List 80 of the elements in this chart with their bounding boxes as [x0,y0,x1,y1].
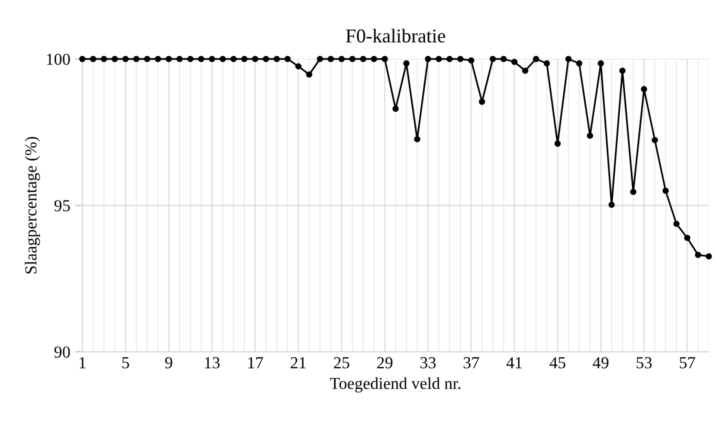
point [328,56,334,62]
x-tick-label: 5 [122,357,130,368]
x-tick-label: 57 [680,357,696,368]
point [619,68,626,74]
x-tick-label: 9 [165,357,172,368]
point [640,86,648,92]
point [684,234,690,242]
point [90,56,96,62]
chart-title: F0-kalibratie [346,28,446,43]
point [554,140,561,147]
point [144,56,150,62]
point [457,56,464,62]
point [468,57,474,64]
point [576,60,582,67]
point [511,58,518,66]
point [262,56,270,62]
point [532,56,540,62]
point [490,56,496,62]
y-tick-label: 100 [47,54,70,65]
point [436,56,442,62]
point [166,56,172,62]
point [652,136,658,144]
x-tick-label: 53 [636,357,652,368]
x-tick-label: 13 [205,357,220,368]
point [500,56,507,62]
y-axis-title: Slaagpercentage (%) [24,136,40,274]
x-tick-label: 1 [80,357,86,368]
point [673,220,680,227]
x-axis-title: Toegediend veld nr. [330,377,460,392]
point [252,56,258,62]
point [382,56,388,62]
y-tick-label: 95 [54,200,70,212]
point [284,56,291,62]
point [608,202,615,208]
point [220,56,226,62]
point [544,60,550,67]
point [392,106,399,112]
point [630,188,636,196]
x-tick-label: 45 [550,357,566,368]
point [694,252,702,258]
point [598,60,604,67]
point [338,56,345,62]
point [446,56,453,62]
point [522,68,528,74]
x-tick-label: 37 [464,357,480,368]
point [662,188,669,194]
point [241,56,248,62]
point [79,56,86,62]
point [176,56,183,62]
point [349,56,356,62]
point [565,56,572,62]
point [360,56,366,62]
point [100,56,108,62]
point [274,56,280,62]
point [316,56,324,62]
x-tick-label: 29 [377,357,392,368]
point [230,56,237,62]
point [198,56,204,62]
point [112,56,118,62]
point [122,56,129,62]
point [586,132,594,139]
point [370,56,378,62]
point [208,56,216,62]
x-tick-label: 25 [334,357,350,368]
x-tick-label: 17 [248,357,264,368]
point [295,63,302,70]
point [706,253,712,260]
x-tick-label: 33 [420,357,436,368]
point [154,56,162,62]
point [306,71,312,78]
point [478,98,486,105]
point [187,56,194,62]
x-tick-label: 41 [506,357,522,368]
point [133,56,140,62]
y-tick-label: 90 [54,346,70,358]
point [403,60,410,67]
point [424,56,432,62]
x-tick-label: 21 [290,357,306,368]
x-tick-label: 49 [592,357,608,368]
point [414,136,420,142]
